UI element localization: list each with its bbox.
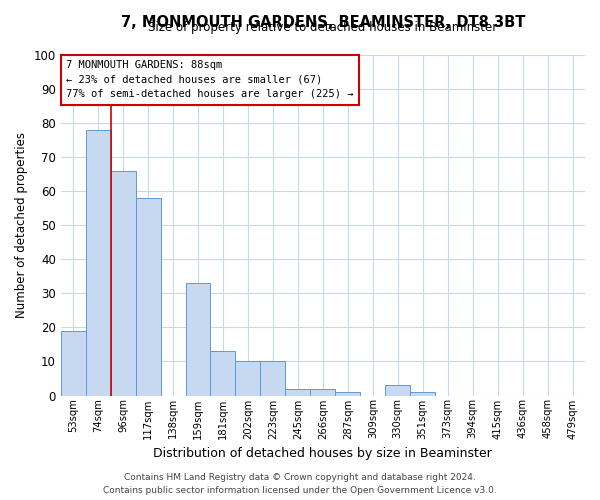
Bar [335,392,360,396]
Text: 7 MONMOUTH GARDENS: 88sqm
← 23% of detached houses are smaller (67)
77% of semi-: 7 MONMOUTH GARDENS: 88sqm ← 23% of detac… [66,60,353,100]
Title: 7, MONMOUTH GARDENS, BEAMINSTER, DT8 3BT: 7, MONMOUTH GARDENS, BEAMINSTER, DT8 3BT [121,15,525,30]
X-axis label: Distribution of detached houses by size in Beaminster: Distribution of detached houses by size … [154,447,492,460]
Bar [235,362,260,396]
Bar [110,170,136,396]
Bar [260,362,286,396]
Bar [211,351,235,396]
Text: Size of property relative to detached houses in Beaminster: Size of property relative to detached ho… [148,22,497,35]
Bar [136,198,161,396]
Bar [410,392,435,396]
Y-axis label: Number of detached properties: Number of detached properties [15,132,28,318]
Bar [385,386,410,396]
Bar [61,331,86,396]
Bar [185,283,211,396]
Bar [310,388,335,396]
Bar [286,388,310,396]
Text: Contains HM Land Registry data © Crown copyright and database right 2024.
Contai: Contains HM Land Registry data © Crown c… [103,474,497,495]
Bar [86,130,110,396]
